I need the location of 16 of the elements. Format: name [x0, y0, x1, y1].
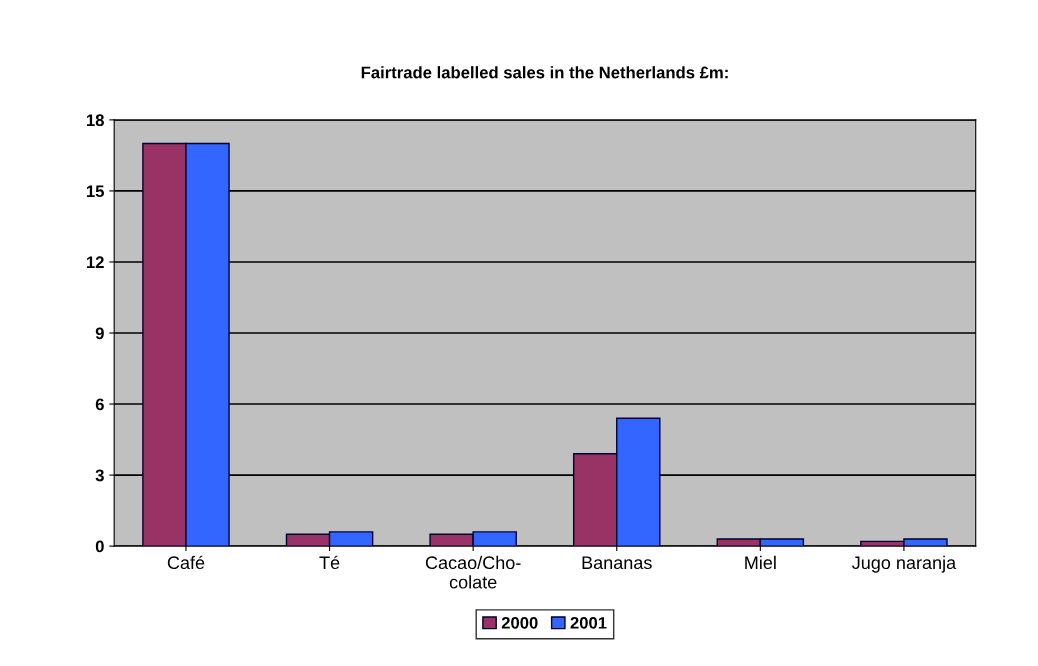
- x-tick-label: Café: [167, 555, 205, 570]
- legend-label: 2001: [570, 616, 607, 629]
- chart-title: Fairtrade labelled sales in the Netherlands £m:: [361, 66, 728, 79]
- y-tick-label: 12: [86, 256, 104, 268]
- y-tick-label: 18: [86, 114, 104, 127]
- y-tick-label: 3: [95, 469, 104, 482]
- y-tick-label: 15: [86, 185, 104, 198]
- legend-label: 2000: [501, 616, 538, 629]
- x-tick-label: Cacao/Cho- colate: [425, 555, 521, 589]
- x-tick-label: Té: [319, 555, 340, 570]
- y-tick-label: 6: [95, 398, 104, 411]
- x-tick-label: Jugo naranja: [852, 555, 957, 573]
- x-tick-label: Miel: [745, 555, 776, 570]
- y-tick-label: 9: [95, 327, 104, 340]
- x-tick-label: Bananas: [582, 556, 652, 570]
- y-tick-label: 0: [95, 540, 104, 553]
